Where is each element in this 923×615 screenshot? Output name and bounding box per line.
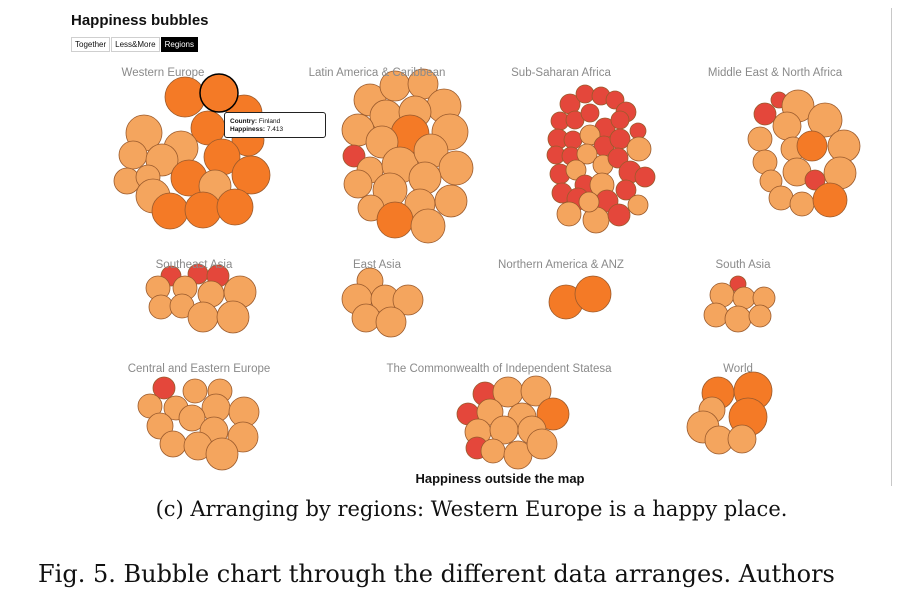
country-bubble[interactable]	[629, 122, 647, 140]
region-label: Southeast Asia	[156, 259, 233, 271]
country-bubble[interactable]	[768, 185, 794, 211]
country-bubble[interactable]	[526, 428, 558, 460]
app-title: Happiness bubbles	[71, 12, 209, 29]
country-bubble[interactable]	[216, 300, 250, 334]
country-bubble[interactable]	[610, 110, 630, 130]
country-bubble[interactable]	[807, 102, 843, 138]
tooltip-country-value: Finland	[258, 118, 281, 125]
country-bubble[interactable]	[563, 130, 583, 150]
country-bubble[interactable]	[747, 126, 773, 152]
country-bubble[interactable]	[574, 275, 612, 313]
country-bubble[interactable]	[575, 84, 595, 104]
region-label: Sub-Saharan Africa	[511, 67, 611, 79]
selected-country-bubble[interactable]	[199, 73, 239, 113]
tooltip-happiness-label: Happiness:	[230, 126, 266, 133]
country-bubble[interactable]	[796, 130, 828, 162]
country-bubble[interactable]	[727, 424, 757, 454]
region-cluster: South Asia	[703, 259, 776, 333]
region-cluster: Northern America & ANZ	[498, 259, 624, 320]
country-bubble[interactable]	[804, 169, 826, 191]
country-bubble[interactable]	[578, 191, 600, 213]
panel-divider	[891, 8, 892, 486]
country-bubble[interactable]	[159, 430, 187, 458]
country-bubble[interactable]	[184, 191, 222, 229]
country-bubble[interactable]	[113, 167, 141, 195]
region-label: East Asia	[353, 259, 402, 271]
country-bubble[interactable]	[703, 302, 729, 328]
country-bubble[interactable]	[634, 166, 656, 188]
country-tooltip: Country: Finland Happiness: 7.413	[224, 112, 326, 138]
country-bubble[interactable]	[408, 161, 442, 195]
tab-together[interactable]: Together	[71, 37, 111, 52]
region-label: Latin America & Caribbean	[309, 67, 446, 79]
bubble-chart: Western Europe Latin America & Caribbean S…	[113, 67, 861, 471]
region-cluster: Latin America & Caribbean	[309, 67, 474, 244]
country-bubble[interactable]	[520, 375, 552, 407]
country-bubble[interactable]	[576, 143, 598, 165]
region-label: World	[723, 363, 753, 375]
region-cluster: World	[686, 363, 773, 455]
country-bubble[interactable]	[434, 184, 468, 218]
country-bubble[interactable]	[392, 284, 424, 316]
country-bubble[interactable]	[376, 201, 414, 239]
country-bubble[interactable]	[772, 111, 802, 141]
country-bubble[interactable]	[724, 305, 752, 333]
country-bubble[interactable]	[607, 147, 629, 169]
country-bubble[interactable]	[182, 378, 208, 404]
country-bubble[interactable]	[343, 169, 373, 199]
country-bubble[interactable]	[118, 140, 148, 170]
country-bubble[interactable]	[351, 303, 381, 333]
country-bubble[interactable]	[789, 191, 815, 217]
tooltip-happiness-value: 7.413	[266, 126, 284, 133]
country-bubble[interactable]	[410, 208, 446, 244]
region-label: Northern America & ANZ	[498, 259, 624, 271]
tab-regions[interactable]: Regions	[160, 37, 198, 52]
country-bubble[interactable]	[342, 144, 366, 168]
country-bubble[interactable]	[205, 437, 239, 471]
region-cluster: Southeast Asia	[145, 259, 257, 334]
region-cluster: Sub-Saharan Africa	[511, 67, 656, 234]
country-bubble[interactable]	[812, 182, 848, 218]
region-label: South Asia	[716, 259, 772, 271]
country-bubble[interactable]	[438, 150, 474, 186]
country-bubble[interactable]	[536, 397, 570, 431]
country-bubble[interactable]	[375, 306, 407, 338]
country-bubble[interactable]	[148, 294, 174, 320]
mode-tabs: Together Less&More Regions	[71, 37, 199, 52]
visualization-panel: Happiness bubbles Together Less&More Reg…	[71, 8, 892, 486]
footer-title: Happiness outside the map	[415, 471, 585, 486]
country-bubble[interactable]	[178, 404, 206, 432]
country-bubble[interactable]	[556, 201, 582, 227]
country-bubble[interactable]	[748, 304, 772, 328]
country-bubble[interactable]	[732, 286, 756, 310]
country-bubble[interactable]	[187, 301, 219, 333]
region-cluster: East Asia	[341, 259, 424, 338]
region-label: Central and Eastern Europe	[128, 363, 271, 375]
region-label: Middle East & North Africa	[708, 67, 843, 79]
country-bubble[interactable]	[480, 438, 506, 464]
region-cluster: Central and Eastern Europe	[128, 363, 271, 471]
country-bubble[interactable]	[152, 376, 176, 400]
region-cluster: Middle East & North Africa	[708, 67, 861, 218]
tab-less-more[interactable]: Less&More	[111, 37, 160, 52]
country-bubble[interactable]	[216, 188, 254, 226]
country-bubble[interactable]	[753, 102, 777, 126]
country-bubble[interactable]	[580, 103, 600, 123]
country-bubble[interactable]	[627, 194, 649, 216]
country-bubble[interactable]	[151, 192, 189, 230]
country-bubble[interactable]	[615, 179, 637, 201]
region-cluster: The Commonwealth of Independent Statesa	[386, 363, 612, 470]
country-bubble[interactable]	[227, 421, 259, 453]
country-bubble[interactable]	[626, 136, 652, 162]
subfigure-caption: (c) Arranging by regions: Western Europe…	[155, 497, 788, 521]
country-bubble[interactable]	[607, 203, 631, 227]
region-label: Western Europe	[122, 67, 205, 79]
region-cluster: Western Europe	[113, 67, 271, 230]
figure-caption: Fig. 5. Bubble chart through the differe…	[38, 560, 835, 588]
country-bubble[interactable]	[231, 155, 271, 195]
country-bubble[interactable]	[164, 76, 206, 118]
tooltip-country-label: Country:	[230, 118, 258, 125]
region-label: The Commonwealth of Independent Statesa	[386, 363, 612, 375]
